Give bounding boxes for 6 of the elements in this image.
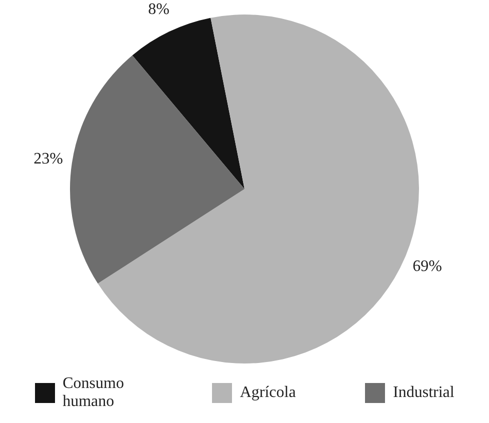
legend-label: Consumo humano — [62, 375, 125, 410]
legend-label: Industrial — [393, 384, 454, 402]
data-label: 69% — [412, 258, 442, 275]
legend-label: Agrícola — [240, 384, 296, 402]
data-label: 8% — [148, 1, 170, 18]
data-label: 23% — [34, 150, 63, 168]
